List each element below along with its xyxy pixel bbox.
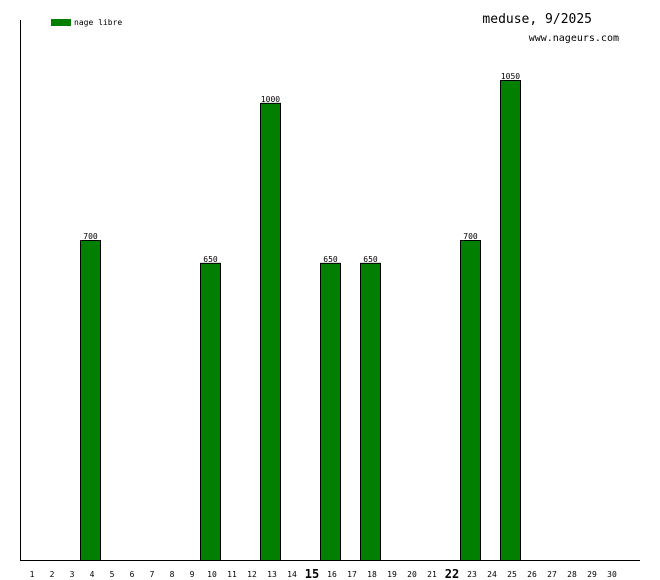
- chart-subtitle: www.nageurs.com: [529, 33, 619, 44]
- x-tick-label: 26: [527, 570, 537, 579]
- bar: [460, 240, 481, 561]
- bar-value-label: 650: [203, 255, 218, 264]
- x-tick-label: 21: [427, 570, 437, 579]
- x-tick-label: 22: [445, 567, 459, 580]
- x-tick-label: 2: [50, 570, 55, 579]
- bar: [360, 262, 381, 561]
- x-tick-label: 4: [90, 570, 95, 579]
- x-tick-label: 7: [150, 570, 155, 579]
- x-tick-label: 13: [267, 570, 277, 579]
- legend: nage libre: [51, 18, 122, 27]
- x-tick-label: 1: [30, 570, 35, 579]
- bar-value-label: 650: [323, 255, 338, 264]
- bar-value-label: 700: [83, 232, 98, 241]
- chart-title: meduse, 9/2025: [482, 12, 592, 27]
- bar: [80, 240, 101, 561]
- x-tick-label: 28: [567, 570, 577, 579]
- legend-swatch: [51, 19, 71, 26]
- value-labels-group: 700 650 1000 650 650 700 1050: [83, 72, 520, 264]
- x-tick-labels-group: 1 2 3 4 5 6 7 8 9 10 11 12 13 14 15 16 17 18 19 20 21 22 23 24 2…: [30, 567, 617, 580]
- x-tick-label: 14: [287, 570, 297, 579]
- bar: [500, 80, 521, 561]
- x-tick-label: 18: [367, 570, 377, 579]
- bar: [320, 262, 341, 561]
- x-tick-label: 6: [130, 570, 135, 579]
- x-tick-label: 3: [70, 570, 75, 579]
- x-tick-label: 12: [247, 570, 257, 579]
- bar-value-label: 650: [363, 255, 378, 264]
- x-tick-label: 24: [487, 570, 497, 579]
- x-tick-label: 11: [227, 570, 237, 579]
- x-tick-label: 29: [587, 570, 597, 579]
- x-tick-label: 19: [387, 570, 397, 579]
- x-tick-label: 10: [207, 570, 217, 579]
- x-tick-label: 17: [347, 570, 357, 579]
- x-tick-label: 16: [327, 570, 337, 579]
- bar: [200, 262, 221, 561]
- x-tick-label: 25: [507, 570, 517, 579]
- bar: [260, 102, 281, 561]
- x-tick-label: 20: [407, 570, 417, 579]
- x-tick-label: 27: [547, 570, 557, 579]
- x-tick-label: 8: [170, 570, 175, 579]
- x-tick-label: 9: [190, 570, 195, 579]
- bar-value-label: 1050: [501, 72, 520, 81]
- x-tick-label: 30: [607, 570, 617, 579]
- x-tick-label: 15: [305, 567, 319, 580]
- bars-group: [80, 80, 521, 561]
- bar-value-label: 1000: [261, 95, 280, 104]
- x-tick-label: 5: [110, 570, 115, 579]
- x-tick-label: 23: [467, 570, 477, 579]
- legend-label: nage libre: [74, 18, 122, 27]
- bar-value-label: 700: [463, 232, 478, 241]
